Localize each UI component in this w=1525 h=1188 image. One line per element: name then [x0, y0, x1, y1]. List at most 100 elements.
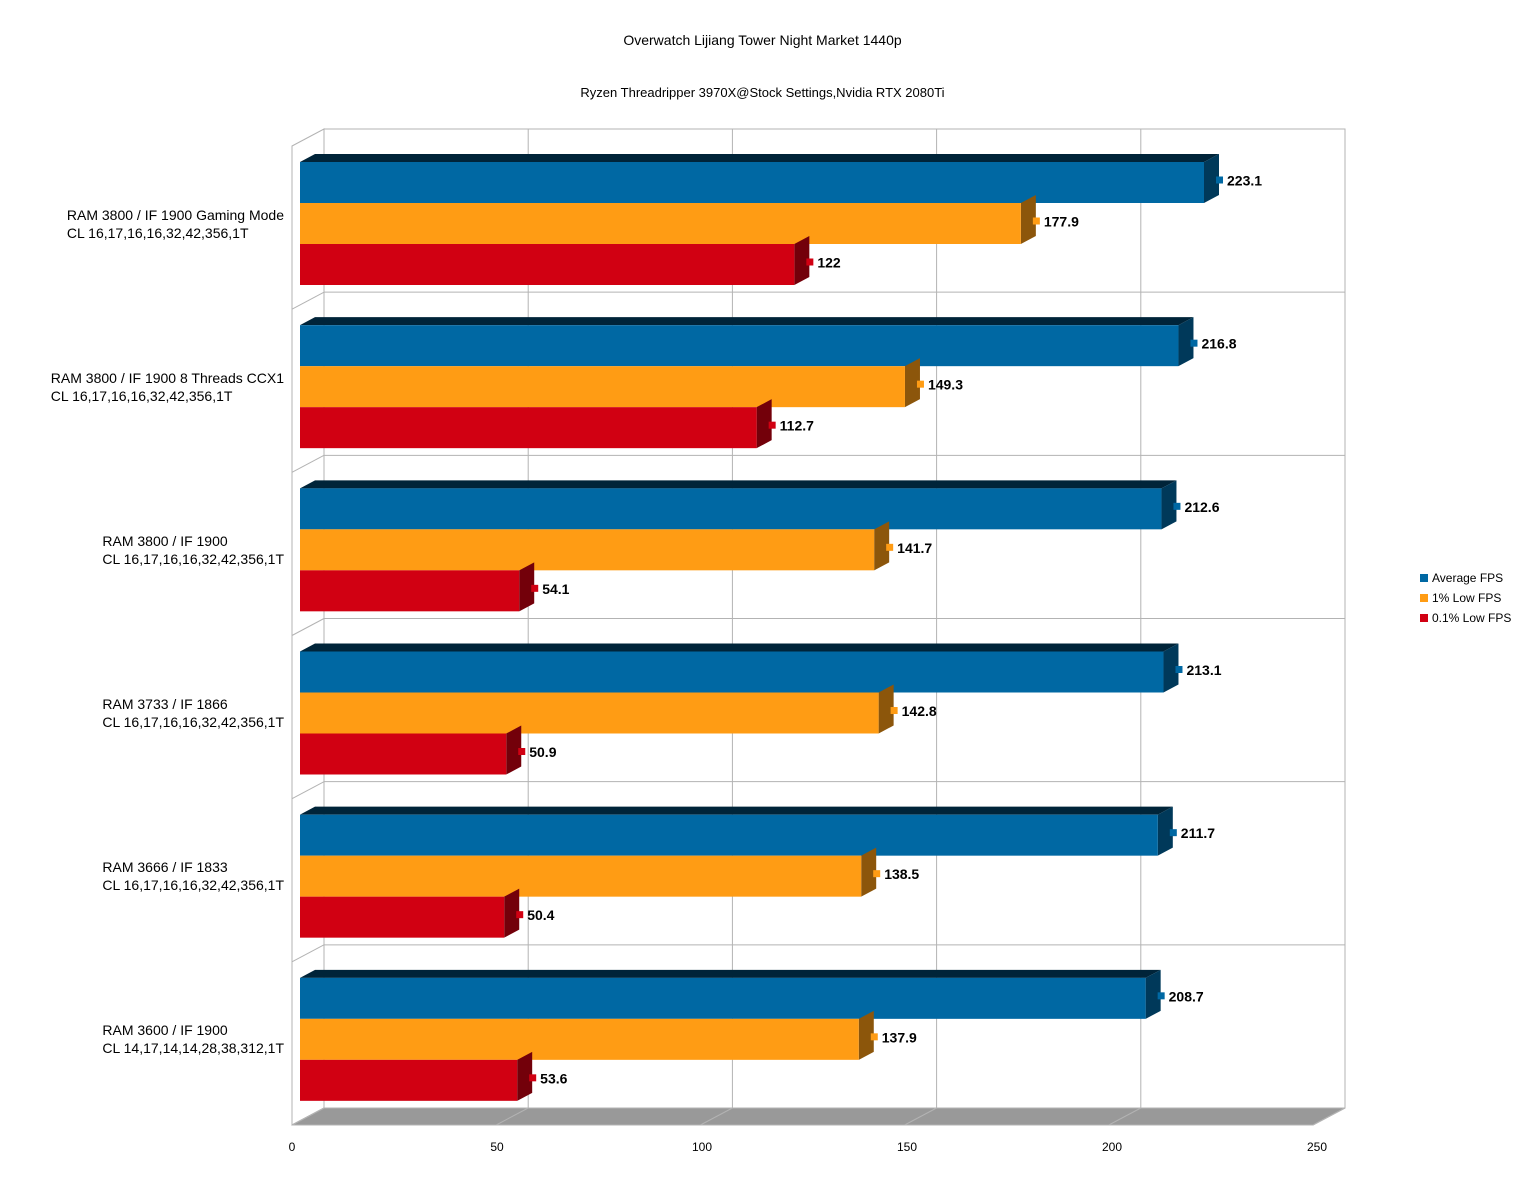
bar-side-face	[861, 847, 877, 897]
bar-side-face	[1163, 643, 1179, 693]
bar-1-2	[300, 529, 875, 571]
side-separator	[291, 618, 325, 636]
floor-gridline	[1312, 1107, 1346, 1126]
floor-gridline	[495, 1107, 529, 1126]
floor-gridline	[904, 1107, 937, 1126]
value-label: 50.4	[527, 907, 554, 923]
bar-0-1	[300, 325, 1179, 367]
bar-top-face	[300, 317, 1194, 326]
value-marker	[1169, 829, 1177, 837]
bar-side-face	[517, 1051, 533, 1101]
value-marker	[1157, 992, 1165, 1000]
side-separator	[291, 291, 325, 310]
bar-1-3	[300, 692, 879, 734]
plot-floor	[291, 1107, 1346, 1126]
bar-2-5	[300, 1059, 518, 1101]
x-tick-label: 100	[691, 1140, 713, 1154]
bar-side-face	[858, 1010, 874, 1060]
value-label: 149.3	[928, 377, 963, 393]
legend-swatch-average	[1420, 574, 1428, 582]
value-label: 112.7	[780, 418, 814, 434]
value-label: 223.1	[1227, 173, 1262, 189]
bar-side-face	[1020, 195, 1036, 244]
category-label: RAM 3666 / IF 1833 CL 16,17,16,16,32,42,…	[102, 859, 284, 894]
value-label: 142.8	[902, 703, 937, 719]
value-marker	[768, 421, 776, 429]
legend-label-1pct-low: 1% Low FPS	[1432, 591, 1502, 605]
bar-0-3	[300, 651, 1164, 693]
bar-side-face	[878, 684, 894, 734]
x-tick-label: 150	[896, 1140, 918, 1154]
x-tick-label: 0	[288, 1140, 296, 1154]
value-label: 216.8	[1201, 336, 1236, 352]
bar-side-face	[506, 725, 522, 775]
floor-gridline	[291, 1107, 325, 1126]
bar-side-face	[1178, 317, 1194, 367]
value-marker	[873, 870, 881, 878]
bar-1-4	[300, 855, 862, 897]
bar-1-5	[300, 1018, 859, 1060]
value-label: 137.9	[882, 1029, 917, 1045]
bar-top-face	[300, 643, 1179, 652]
legend-item-01pct-low: 0.1% Low FPS	[1420, 608, 1511, 628]
value-marker	[516, 911, 524, 919]
legend: Average FPS 1% Low FPS 0.1% Low FPS	[1420, 568, 1511, 628]
x-tick-label: 50	[490, 1140, 504, 1154]
value-marker	[916, 380, 924, 388]
bar-2-0	[300, 244, 795, 285]
value-label: 50.9	[529, 744, 556, 760]
bar-2-1	[300, 407, 757, 449]
floor-gridline	[700, 1107, 733, 1126]
legend-label-01pct-low: 0.1% Low FPS	[1432, 611, 1512, 625]
bar-0-4	[300, 814, 1158, 856]
category-label: RAM 3800 / IF 1900 CL 16,17,16,16,32,42,…	[102, 532, 284, 567]
floor-gridline	[1108, 1107, 1142, 1126]
chart-subtitle: Ryzen Threadripper 3970X@Stock Settings,…	[580, 85, 945, 100]
bar-side-face	[904, 358, 920, 408]
bar-side-face	[519, 562, 535, 612]
bar-top-face	[300, 480, 1177, 489]
category-label: RAM 3600 / IF 1900 CL 14,17,14,14,28,38,…	[102, 1022, 284, 1057]
bar-2-4	[300, 896, 505, 938]
value-marker	[1032, 217, 1040, 225]
value-label: 54.1	[542, 581, 569, 597]
legend-label-average: Average FPS	[1432, 571, 1504, 585]
value-marker	[1190, 339, 1198, 347]
bar-2-2	[300, 570, 520, 612]
value-label: 211.7	[1181, 825, 1215, 841]
value-label: 122	[817, 255, 841, 271]
value-marker	[531, 584, 539, 592]
bar-side-face	[756, 399, 772, 449]
legend-item-1pct-low: 1% Low FPS	[1420, 588, 1511, 608]
legend-swatch-1pct-low	[1420, 594, 1428, 602]
value-marker	[518, 748, 526, 755]
x-tick-label: 250	[1306, 1140, 1328, 1154]
bar-0-0	[300, 162, 1205, 203]
legend-item-average: Average FPS	[1420, 568, 1511, 588]
value-marker	[870, 1033, 878, 1041]
value-marker	[886, 543, 894, 551]
bar-side-face	[1145, 969, 1161, 1019]
value-label: 213.1	[1186, 662, 1221, 678]
side-separator	[291, 781, 325, 800]
value-marker	[1175, 666, 1183, 673]
legend-swatch-01pct-low	[1420, 614, 1428, 622]
bar-side-face	[504, 888, 520, 938]
bar-top-face	[300, 154, 1220, 162]
x-tick-label: 200	[1101, 1140, 1123, 1154]
value-label: 208.7	[1169, 988, 1204, 1004]
bar-1-1	[300, 366, 905, 408]
value-label: 177.9	[1044, 214, 1079, 230]
category-label: RAM 3733 / IF 1866 CL 16,17,16,16,32,42,…	[102, 696, 284, 731]
bar-1-0	[300, 203, 1021, 244]
value-marker	[529, 1074, 537, 1082]
bar-side-face	[1161, 480, 1177, 530]
bar-0-5	[300, 977, 1146, 1019]
category-label: RAM 3800 / IF 1900 8 Threads CCX1 CL 16,…	[50, 369, 284, 404]
value-label: 53.6	[540, 1070, 567, 1086]
bar-side-face	[1204, 154, 1220, 203]
value-marker	[1173, 502, 1181, 510]
value-marker	[806, 258, 814, 266]
category-label: RAM 3800 / IF 1900 Gaming Mode CL 16,17,…	[66, 206, 284, 241]
